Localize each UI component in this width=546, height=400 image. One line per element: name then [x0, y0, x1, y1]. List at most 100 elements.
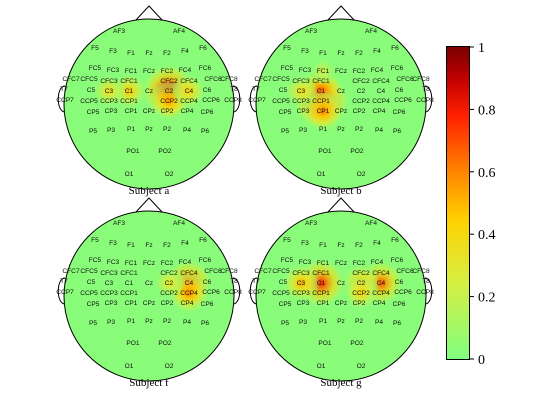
panel-caption: Subject f [129, 377, 169, 389]
electrode-label: CFC5 [272, 268, 290, 275]
electrode-label: FCz [335, 68, 347, 75]
electrode-label: CFC5 [80, 268, 98, 275]
electrode-label: AF3 [305, 220, 317, 227]
electrode-label: FC2 [161, 260, 174, 267]
hotspot [171, 73, 207, 109]
electrode-label: F6 [391, 45, 399, 52]
colorbar [446, 46, 470, 360]
electrode-label: Pz [337, 126, 345, 133]
electrode-labels: AF3 AF4 F5 F3 F1 Fz F2 F4 F6 FC5 FC3 FC1 FCz FC2 FC4 FC… [56, 220, 242, 370]
colorbar-tick-label: 0 [478, 353, 485, 368]
electrode-label: CFC7 [254, 268, 272, 275]
electrode-label: CP1 [125, 108, 138, 115]
electrode-label: CP4 [181, 300, 194, 307]
nose-outline [326, 5, 356, 22]
electrode-label: T8 [230, 86, 238, 93]
electrode-label: CCP1 [120, 290, 138, 297]
electrode-label: P6 [201, 128, 209, 135]
electrode-label: F4 [373, 48, 381, 55]
electrode-label: C3 [105, 88, 114, 95]
electrode-label: FC1 [317, 68, 330, 75]
colorbar-tick-label: 0.6 [478, 166, 496, 181]
electrode-label: CCP4 [372, 98, 390, 105]
hotspot [309, 57, 337, 85]
electrode-label: CPz [335, 300, 347, 307]
electrode-label: T7 [60, 86, 68, 93]
electrode-label: FC3 [107, 67, 120, 74]
electrode-label: C1 [125, 88, 134, 95]
electrode-label: FC5 [89, 65, 102, 72]
electrode-label: P5 [89, 128, 97, 135]
electrode-label: CCP4 [372, 290, 390, 297]
electrode-label: CCP4 [180, 290, 198, 297]
electrode-label: PO1 [126, 340, 140, 347]
electrode-label: CFC1 [312, 78, 330, 85]
electrode-label: CCP7 [56, 289, 74, 296]
electrode-label: F3 [109, 240, 117, 247]
electrode-label: T8 [422, 278, 430, 285]
electrode-label: CCP1 [120, 98, 138, 105]
electrode-label: AF4 [365, 28, 377, 35]
electrode-label: CFC3 [100, 270, 118, 277]
electrode-label: PO2 [350, 340, 364, 347]
electrode-label: P4 [183, 319, 191, 326]
electrode-label: O1 [317, 171, 326, 178]
electrode-label: CCP3 [100, 290, 118, 297]
electrode-label: CFC5 [80, 76, 98, 83]
electrode-label: FC6 [391, 257, 404, 264]
electrode-label: CCP8 [224, 289, 242, 296]
electrode-label: C4 [377, 280, 386, 287]
electrode-label: P2 [163, 126, 171, 133]
electrode-label: CP1 [125, 300, 138, 307]
electrode-label: CFC3 [292, 78, 310, 85]
electrode-label: Fz [145, 50, 152, 57]
electrode-label: CP3 [297, 300, 310, 307]
electrode-label: C1 [317, 88, 326, 95]
electrode-label: C5 [279, 279, 288, 286]
panel-caption: Subject b [320, 185, 362, 197]
electrode-label: CP2 [161, 300, 174, 307]
electrode-label: CP5 [279, 109, 292, 116]
electrode-label: C3 [297, 280, 306, 287]
electrode-label: FC6 [199, 257, 212, 264]
right-ear-outline [232, 85, 241, 113]
electrode-label: CCP5 [80, 98, 98, 105]
electrode-label: PO2 [350, 148, 364, 155]
hotspot [343, 275, 379, 311]
electrode-label: C6 [203, 87, 212, 94]
electrode-label: CCP7 [248, 289, 266, 296]
electrode-label: PO1 [318, 148, 332, 155]
electrode-label: CP2 [161, 108, 174, 115]
electrode-label: FC5 [281, 257, 294, 264]
colorbar-tick-labels: 1 0.8 0.6 0.4 0.2 0 [470, 41, 496, 368]
electrode-label: FC1 [125, 68, 138, 75]
electrode-label: CPz [143, 300, 155, 307]
electrode-label: P4 [375, 319, 383, 326]
electrode-label: Fz [145, 242, 152, 249]
electrode-label: F6 [199, 45, 207, 52]
electrode-label: O2 [165, 363, 174, 370]
electrode-label: C2 [357, 88, 366, 95]
electrode-label: C6 [203, 279, 212, 286]
electrode-label: CCP6 [394, 97, 412, 104]
electrode-label: Cz [337, 280, 345, 287]
electrode-label: CP4 [373, 108, 386, 115]
electrode-label: CP2 [353, 108, 366, 115]
electrode-label: Pz [145, 126, 153, 133]
left-ear-outline [57, 277, 66, 305]
electrode-label: FC2 [161, 68, 174, 75]
electrode-label: AF4 [365, 220, 377, 227]
electrode-label: CFC8 [220, 76, 238, 83]
electrode-label: P3 [107, 127, 115, 134]
electrode-label: CFC3 [100, 78, 118, 85]
electrode-label: C5 [279, 87, 288, 94]
electrode-label: CFC1 [120, 78, 138, 85]
electrode-label: CCP1 [312, 290, 330, 297]
electrode-label: CP6 [201, 301, 214, 308]
electrode-label: CFC6 [204, 268, 222, 275]
electrode-label: FC6 [391, 65, 404, 72]
electrode-label: CCP2 [160, 290, 178, 297]
panel-caption: Subject g [320, 377, 362, 389]
electrode-label: FC6 [199, 65, 212, 72]
electrode-label: CFC1 [120, 270, 138, 277]
